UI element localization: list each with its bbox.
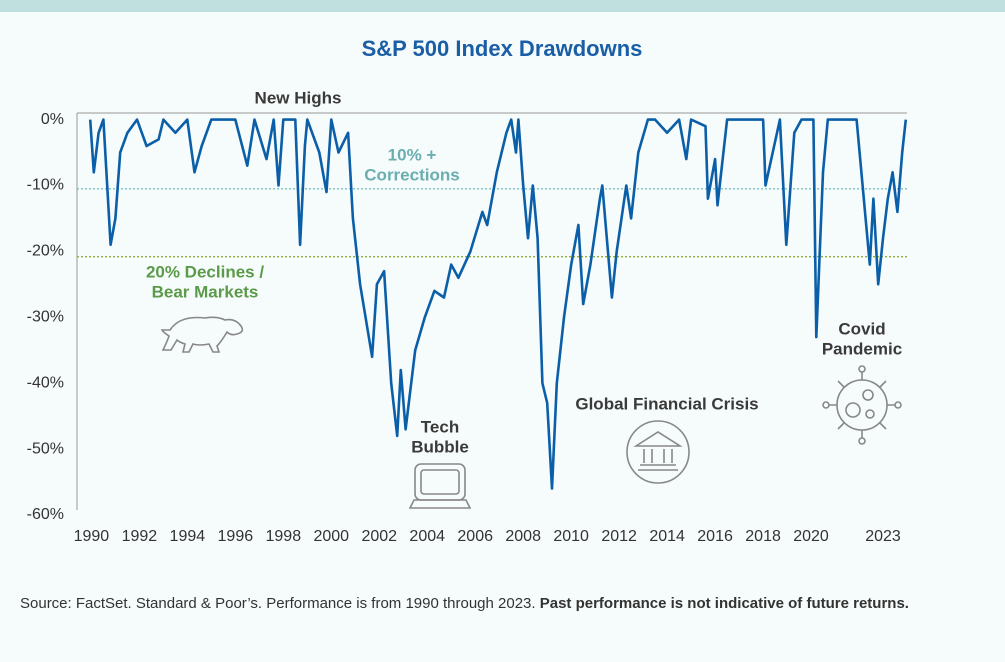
virus-icon	[822, 365, 902, 445]
annotation: Corrections	[364, 165, 459, 184]
x-tick-label: 2000	[313, 528, 349, 545]
x-tick-label: 2018	[745, 528, 781, 545]
x-tick-label: 2014	[649, 528, 685, 545]
annotation: Pandemic	[822, 339, 902, 358]
annotation: Bubble	[411, 437, 469, 456]
annotation: Bear Markets	[152, 282, 259, 301]
x-tick-label: 2016	[697, 528, 733, 545]
x-tick-label: 1990	[74, 528, 110, 545]
bear-icon	[160, 316, 244, 353]
y-tick-label: -10%	[27, 177, 64, 194]
y-tick-label: -50%	[27, 440, 64, 457]
y-tick-label: 0%	[41, 111, 64, 128]
x-tick-label: 2010	[553, 528, 589, 545]
drawdown-line	[88, 118, 908, 490]
y-tick-label: -30%	[27, 309, 64, 326]
annotation: Tech	[421, 417, 459, 436]
x-tick-label: 2012	[601, 528, 637, 545]
source: Source: FactSet. Standard & Poor’s. Perf…	[20, 595, 536, 612]
icons	[160, 316, 902, 509]
bank-icon	[626, 420, 690, 484]
x-tick-label: 2006	[457, 528, 493, 545]
y-tick-label: -60%	[27, 506, 64, 523]
annotation: Global Financial Crisis	[575, 394, 758, 413]
x-tick-label: 2023	[865, 528, 901, 545]
x-tick-label: 1998	[266, 528, 302, 545]
chart-title: S&P 500 Index Drawdowns	[362, 36, 643, 61]
annotation: New Highs	[255, 88, 342, 107]
source-emphasis: Past performance is not indicative of fu…	[540, 595, 909, 612]
annotation: 20% Declines /	[146, 262, 264, 281]
y-tick-label: -20%	[27, 243, 64, 260]
x-tick-label: 2002	[361, 528, 397, 545]
top-band	[0, 0, 1005, 12]
annotation: 10% +	[388, 145, 437, 164]
x-tick-label: 2020	[793, 528, 829, 545]
annotation: Covid	[838, 319, 885, 338]
source-note: Source: FactSet. Standard & Poor’s. Perf…	[20, 595, 909, 612]
x-tick-label: 2008	[505, 528, 541, 545]
x-tick-label: 2004	[409, 528, 445, 545]
x-tick-label: 1996	[218, 528, 254, 545]
computer-icon	[408, 463, 472, 509]
y-tick-label: -40%	[27, 374, 64, 391]
x-tick-label: 1992	[122, 528, 158, 545]
x-tick-label: 1994	[170, 528, 206, 545]
